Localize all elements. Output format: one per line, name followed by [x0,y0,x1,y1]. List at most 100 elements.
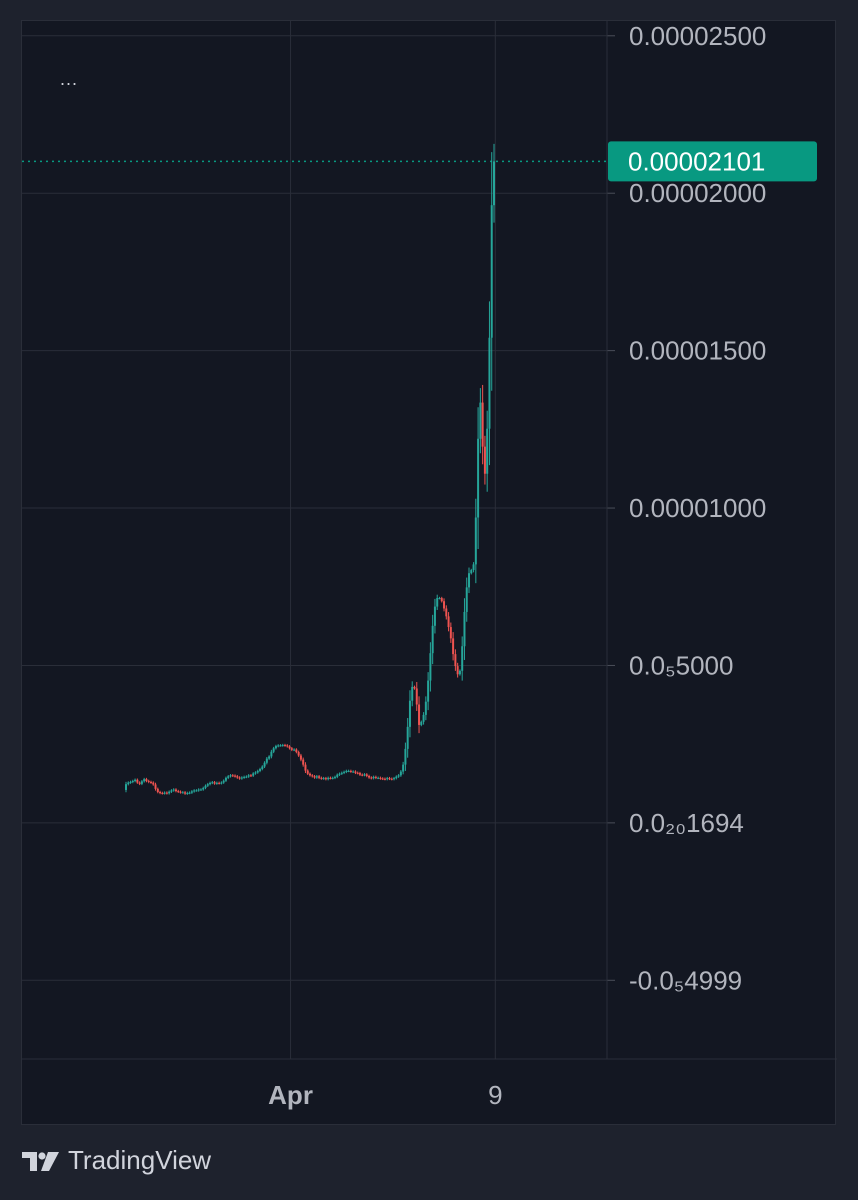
candle-body [433,606,436,626]
candle-body [161,792,164,794]
candle-body [254,772,257,774]
y-tick-label: 0.00002500 [629,21,766,51]
candle-body [490,205,493,338]
candle-body [197,789,200,791]
candle-body [422,714,425,722]
y-tick-label: 0.00001000 [629,493,766,523]
candle-body [311,775,314,777]
candle-body [288,746,291,749]
candle-body [284,745,287,747]
candle-body [313,776,316,778]
candle-body [338,773,341,775]
last-price-label: 0.00002101 [628,146,765,176]
axes: 0.00002500 0.00002000 0.00001500 0.00001000… [22,21,837,1110]
candle-body [193,790,196,792]
candle-body [293,749,296,751]
candle-body [465,587,468,612]
candle-body [152,782,155,785]
candle-body [406,726,409,749]
candle-body [336,774,339,777]
candle-body [279,745,282,747]
candle-body [470,570,473,574]
price-chart[interactable]: 0.00002500 0.00002000 0.00001500 0.00001000… [22,21,837,1126]
candle-body [234,775,237,777]
candle-body [397,775,400,777]
candle-body [249,775,252,777]
chart-menu-button[interactable]: ... [60,69,79,89]
candle-body [449,627,452,639]
candle-body [177,791,180,793]
candle-body [438,598,441,600]
candle-body [259,769,262,771]
candle-body [209,782,212,785]
candle-body [295,749,298,753]
candle-body [309,773,311,776]
candle-body [136,779,139,783]
candle-body [163,792,166,794]
candle-body [368,775,371,778]
candle-body [281,745,284,747]
candle-body [297,752,300,756]
candle-body [188,792,191,794]
candle-body [274,746,277,749]
candle-body [168,791,171,794]
candle-body [399,771,402,776]
candle-body [149,781,152,783]
candle-body [159,792,162,794]
tradingview-logo-icon [22,1151,59,1171]
last-price-tag [608,141,817,182]
candle-body [343,771,346,773]
candle-body [377,777,380,779]
candle-body [165,792,168,794]
candle-body [245,776,248,778]
candle-body [127,782,130,785]
candle-body [493,161,495,206]
candle-body [474,517,477,565]
chart-frame[interactable]: 0.00002500 0.00002000 0.00001500 0.00001000… [21,20,837,1126]
candle-body [290,748,293,750]
candle-body [272,748,275,752]
candle-body [349,770,352,772]
candle-body [479,402,482,439]
candle-body [424,701,427,715]
candle-body [147,781,150,783]
candle-body [299,755,302,760]
y-tick-label: 0.00001500 [629,336,766,366]
candle-body [481,402,484,447]
candle-body [304,764,307,771]
candle-body [222,780,225,783]
candle-body [461,646,464,671]
candle-body [390,778,393,780]
candle-body [374,776,377,778]
grid-lines [22,21,607,1059]
candle-body [252,773,255,776]
candle-body [456,666,459,675]
candle-body [265,758,268,763]
candle-body [240,777,243,779]
candle-body [458,670,461,675]
candle-body [415,688,418,705]
candle-body [145,779,148,782]
candle-body [395,776,398,779]
candle-body [227,776,230,778]
candle-body [181,792,184,794]
candle-body [202,787,205,790]
candle-body [404,748,407,765]
candle-body [129,781,132,783]
candle-body [320,777,323,779]
candle-body [270,751,273,757]
candle-body [352,771,355,773]
tradingview-branding[interactable]: TradingView [22,1145,211,1176]
candle-body [463,611,466,647]
candle-body [440,598,443,602]
candle-body [356,772,359,774]
candle-body [452,638,455,655]
candle-body [195,790,198,792]
candle-body [324,778,327,780]
candle-body [477,438,480,518]
candle-body [154,784,157,789]
candle-body [138,782,141,784]
candle-body [445,608,448,617]
candle-body [418,704,421,725]
candle-body [306,770,309,774]
